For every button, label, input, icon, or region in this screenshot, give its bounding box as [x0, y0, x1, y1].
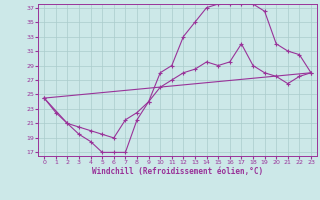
X-axis label: Windchill (Refroidissement éolien,°C): Windchill (Refroidissement éolien,°C) — [92, 167, 263, 176]
